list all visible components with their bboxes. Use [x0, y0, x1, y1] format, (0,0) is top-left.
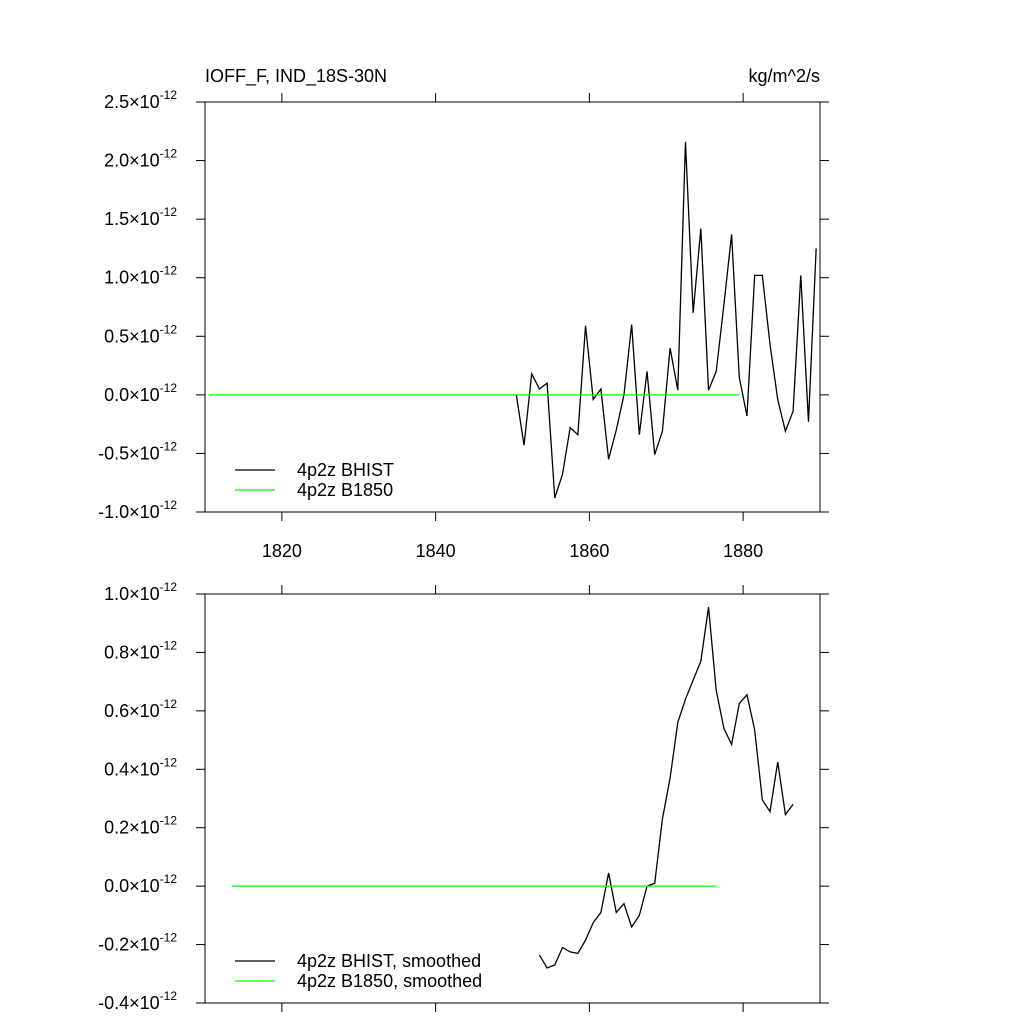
plot-frame [204, 593, 821, 1004]
y-tick-exponent: -12 [160, 439, 178, 453]
legend-label: 4p2z B1850 [297, 480, 393, 500]
x-tick-label: 1880 [723, 541, 763, 561]
y-tick-label: 0.6×10-12 [104, 697, 177, 721]
y-tick-exponent: -12 [160, 381, 178, 395]
y-tick-exponent: -12 [160, 872, 178, 886]
y-tick-exponent: -12 [160, 989, 178, 1003]
y-tick-mantissa: 2.5×10 [104, 92, 160, 112]
y-tick-mantissa: -1.0×10 [98, 502, 160, 522]
y-tick-label: -0.2×10-12 [98, 931, 177, 955]
data-line [515, 141, 817, 499]
y-tick-mantissa: 1.5×10 [104, 209, 160, 229]
y-tick-mantissa: 0.8×10 [104, 642, 160, 662]
y-tick-exponent: -12 [160, 580, 178, 594]
y-tick-label: -0.5×10-12 [98, 439, 177, 463]
y-tick-exponent: -12 [160, 931, 178, 945]
y-tick-label: 1.0×10-12 [104, 264, 177, 288]
y-tick-mantissa: -0.2×10 [98, 935, 160, 955]
y-tick-mantissa: 0.0×10 [104, 876, 160, 896]
y-tick-label: 0.0×10-12 [104, 381, 177, 405]
y-tick-mantissa: 0.6×10 [104, 701, 160, 721]
y-tick-exponent: -12 [160, 498, 178, 512]
y-tick-label: -1.0×10-12 [98, 498, 177, 522]
y-tick-label: 2.0×10-12 [104, 147, 177, 171]
x-tick-label: 1860 [569, 541, 609, 561]
x-tick-label: 1820 [262, 541, 302, 561]
y-tick-mantissa: -0.5×10 [98, 443, 160, 463]
y-tick-mantissa: 1.0×10 [104, 268, 160, 288]
y-tick-mantissa: 1.0×10 [104, 584, 160, 604]
x-tick-label: 1840 [416, 541, 456, 561]
y-tick-mantissa: 0.2×10 [104, 818, 160, 838]
y-tick-label: 2.5×10-12 [104, 88, 177, 112]
y-tick-exponent: -12 [160, 322, 178, 336]
y-tick-exponent: -12 [160, 814, 178, 828]
y-tick-exponent: -12 [160, 264, 178, 278]
plot-frame [204, 101, 821, 513]
y-tick-exponent: -12 [160, 638, 178, 652]
legend-label: 4p2z B1850, smoothed [297, 971, 482, 991]
units-label: kg/m^2/s [749, 66, 820, 86]
y-tick-mantissa: 0.0×10 [104, 385, 160, 405]
y-tick-exponent: -12 [160, 88, 178, 102]
y-tick-label: 0.2×10-12 [104, 814, 177, 838]
y-tick-label: 1.0×10-12 [104, 580, 177, 604]
y-tick-label: 0.4×10-12 [104, 755, 177, 779]
legend-label: 4p2z BHIST [297, 460, 394, 480]
y-tick-exponent: -12 [160, 147, 178, 161]
y-tick-label: 0.8×10-12 [104, 638, 177, 662]
y-tick-exponent: -12 [160, 205, 178, 219]
data-line [538, 607, 794, 969]
y-tick-mantissa: 0.4×10 [104, 759, 160, 779]
y-tick-exponent: -12 [160, 697, 178, 711]
y-tick-mantissa: 0.5×10 [104, 326, 160, 346]
chart-title: IOFF_F, IND_18S-30N [205, 66, 387, 87]
y-tick-label: 1.5×10-12 [104, 205, 177, 229]
y-tick-exponent: -12 [160, 755, 178, 769]
y-tick-label: 0.0×10-12 [104, 872, 177, 896]
y-tick-mantissa: -0.4×10 [98, 993, 160, 1013]
y-tick-label: 0.5×10-12 [104, 322, 177, 346]
legend-label: 4p2z BHIST, smoothed [297, 951, 481, 971]
y-tick-label: -0.4×10-12 [98, 989, 177, 1013]
y-tick-mantissa: 2.0×10 [104, 151, 160, 171]
